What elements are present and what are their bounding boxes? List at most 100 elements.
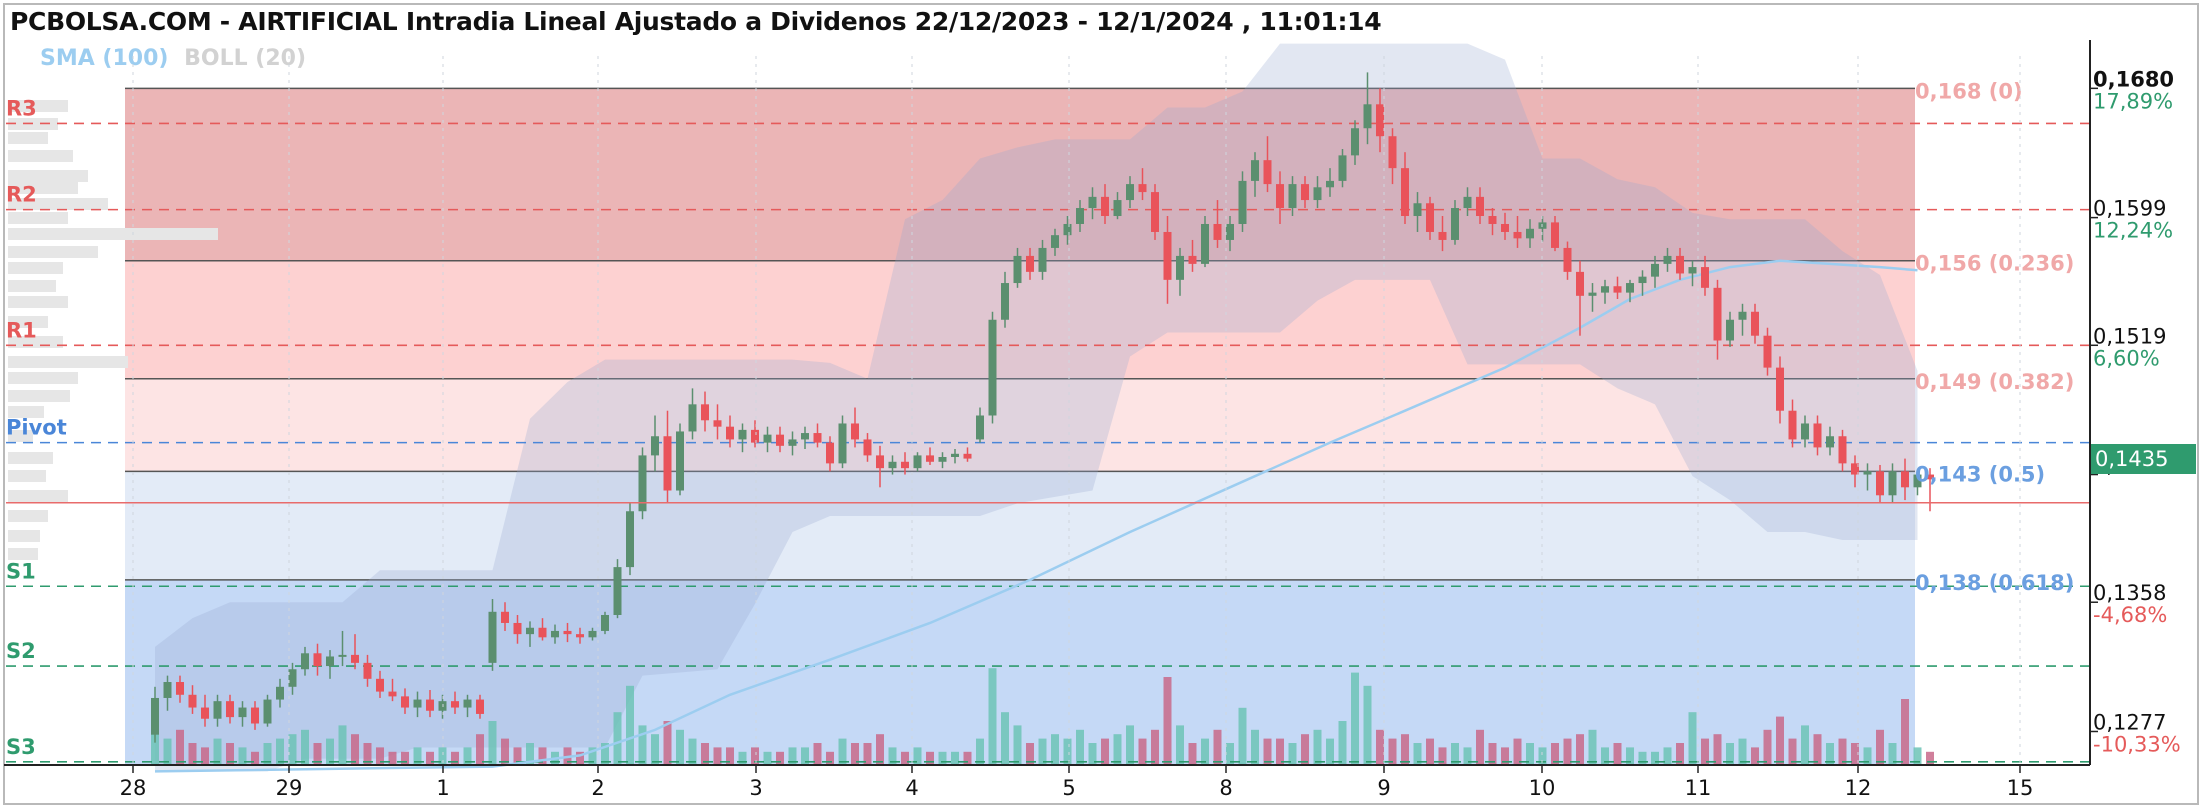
candle <box>988 311 997 424</box>
candle-body <box>1738 311 1747 320</box>
candle-body <box>363 662 372 679</box>
volume-bar <box>1263 738 1272 765</box>
profile-bar <box>8 262 63 274</box>
pivot-levels: R3 R2 R1 Pivot S1 S2 S3 <box>6 96 2090 763</box>
y-tick-pct: -4,68% <box>2093 603 2167 627</box>
candle <box>1738 303 1747 336</box>
candle-body <box>626 511 634 568</box>
volume-bar <box>501 738 509 765</box>
candle <box>651 415 659 472</box>
volume-bar <box>1801 725 1809 765</box>
candle-body <box>1226 223 1234 240</box>
candle-body <box>201 707 209 719</box>
x-tick-label: 9 <box>1377 776 1390 800</box>
volume-bar <box>713 747 722 765</box>
volume-bar <box>1901 699 1909 765</box>
profile-bar <box>8 548 38 560</box>
x-tick-label: 1 <box>436 776 449 800</box>
x-tick-label: 4 <box>905 776 918 800</box>
y-tick-label: 0,1358 <box>2093 581 2166 605</box>
profile-bar <box>8 510 48 522</box>
candle-body <box>1201 223 1209 264</box>
candle <box>538 618 547 641</box>
candle <box>501 602 509 631</box>
candle <box>813 423 822 448</box>
candle <box>863 433 872 462</box>
candle-body <box>763 434 772 443</box>
candle-body <box>563 630 572 635</box>
candle <box>913 452 922 472</box>
volume-bar <box>1038 738 1047 765</box>
pivot-label: Pivot <box>6 416 67 440</box>
candle <box>626 503 634 576</box>
volume-bar <box>888 747 897 765</box>
candle <box>1126 176 1134 209</box>
candle <box>1688 260 1697 287</box>
volume-bar <box>1288 743 1297 765</box>
candle-body <box>513 622 522 635</box>
candle <box>1801 415 1809 448</box>
volume-bar <box>913 747 922 765</box>
candle-body <box>1601 286 1609 293</box>
volume-bar <box>1601 747 1609 765</box>
sma-line <box>154 259 1918 773</box>
fib-band <box>125 378 1915 472</box>
volume-bar <box>1626 747 1634 765</box>
y-tick-label: 0,1277 <box>2093 710 2166 734</box>
candle-body <box>1851 463 1859 475</box>
candle-body <box>1751 311 1759 336</box>
candle <box>1301 176 1309 209</box>
fib-band <box>125 471 1915 580</box>
candle-body <box>463 699 472 708</box>
profile-bar <box>8 530 40 542</box>
candle-body <box>838 423 847 464</box>
candle-body <box>1901 471 1909 488</box>
candle-body <box>451 701 459 708</box>
profile-bar <box>8 390 70 402</box>
x-axis-ticks: 28 29 1 2 3 4 5 8 9 10 11 12 15 <box>120 56 2033 800</box>
candle <box>951 449 959 464</box>
x-tick-label: 3 <box>749 776 762 800</box>
volume-bar <box>526 743 534 765</box>
candle-body <box>1301 184 1309 201</box>
candle <box>663 410 672 504</box>
candle <box>1563 241 1572 280</box>
candle-body <box>1076 208 1084 224</box>
candle <box>838 415 847 469</box>
candle <box>788 431 797 456</box>
volume-bar <box>1388 738 1397 765</box>
candle-body <box>1263 160 1272 185</box>
legend-sma[interactable]: SMA (100) <box>40 46 169 71</box>
volume-bar <box>1838 738 1847 765</box>
last-price-label: 0,1435 <box>2095 447 2168 471</box>
volume-bar <box>826 751 834 765</box>
volume-bar <box>726 747 734 765</box>
legend-boll[interactable]: BOLL (20) <box>184 46 307 71</box>
candle-body <box>1876 471 1884 496</box>
chart-title: PCBOLSA.COM - AIRTIFICIAL Intradia Linea… <box>10 7 1382 36</box>
volume-bar <box>963 751 972 765</box>
volume-bar <box>188 743 197 765</box>
candle <box>613 559 622 619</box>
candle-body <box>1113 200 1122 217</box>
volume-bar <box>663 721 672 765</box>
volume-bar <box>638 725 647 765</box>
profile-bar <box>8 280 56 292</box>
candle-body <box>588 630 597 638</box>
candle <box>426 689 434 718</box>
profile-bar <box>8 406 44 418</box>
candle <box>1176 247 1184 296</box>
candle <box>1426 196 1434 240</box>
volume-bar <box>1526 743 1534 765</box>
candle-body <box>751 429 759 443</box>
candle-body <box>1676 255 1684 274</box>
volume-bar <box>1126 725 1134 765</box>
volume-bar <box>813 743 822 765</box>
candle-body <box>538 627 547 638</box>
candle-body <box>713 420 722 427</box>
candle-body <box>951 453 959 457</box>
volume-bar <box>1463 747 1472 765</box>
candle <box>326 650 334 679</box>
candle <box>338 630 347 667</box>
